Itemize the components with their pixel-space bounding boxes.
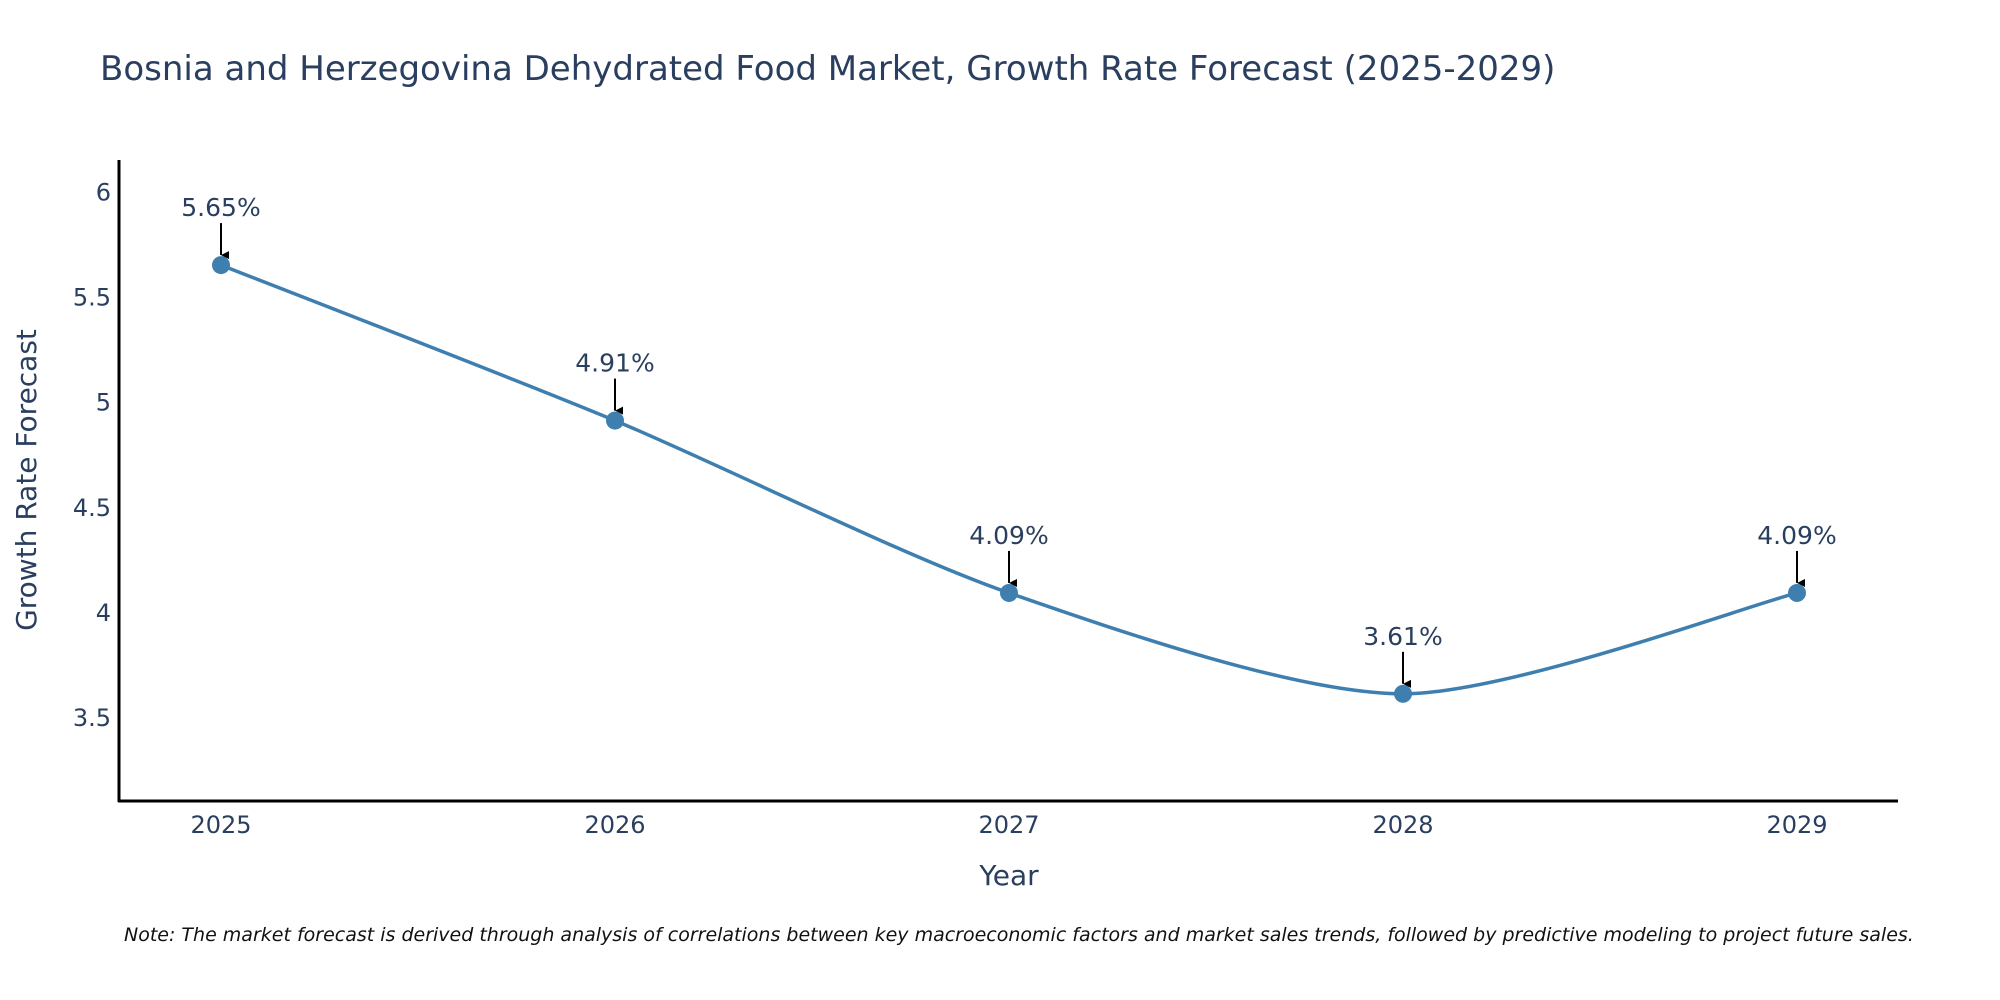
x-tick-label: 2028 <box>1372 811 1433 839</box>
x-tick-label: 2025 <box>190 811 251 839</box>
data-annotations: 5.65% 4.91% 4.09% 3.61% 4.09% <box>181 193 1837 688</box>
data-point <box>1000 583 1018 602</box>
x-tick-label: 2029 <box>1766 811 1827 839</box>
y-tick-label: 5.5 <box>73 284 111 312</box>
y-tick-label: 5 <box>96 389 111 417</box>
data-label: 4.09% <box>969 521 1048 550</box>
y-tick-label: 4 <box>96 599 111 627</box>
data-point <box>606 411 624 430</box>
y-axis-title: Growth Rate Forecast <box>10 329 43 631</box>
data-label: 3.61% <box>1363 622 1442 651</box>
data-label: 4.91% <box>575 349 654 378</box>
chart-title: Bosnia and Herzegovina Dehydrated Food M… <box>100 49 1555 89</box>
data-label: 5.65% <box>181 193 260 222</box>
data-point <box>1788 583 1806 602</box>
data-point <box>212 256 230 275</box>
y-tick-label: 3.5 <box>73 704 111 732</box>
y-tick-label: 4.5 <box>73 494 111 522</box>
data-label: 4.09% <box>1757 521 1836 550</box>
x-tick-label: 2026 <box>584 811 645 839</box>
footnote: Note: The market forecast is derived thr… <box>124 924 1914 946</box>
series-markers <box>212 256 1806 703</box>
x-axis: 2025 2026 2027 2028 2029 <box>190 811 1827 839</box>
series-line <box>220 263 1798 696</box>
series-growth-rate <box>220 263 1798 696</box>
y-axis: 3.5 4 4.5 5 5.5 6 <box>73 179 111 732</box>
data-point <box>1394 684 1412 703</box>
y-tick-label: 6 <box>96 179 111 207</box>
x-tick-label: 2027 <box>978 811 1039 839</box>
x-axis-title: Year <box>978 859 1039 892</box>
